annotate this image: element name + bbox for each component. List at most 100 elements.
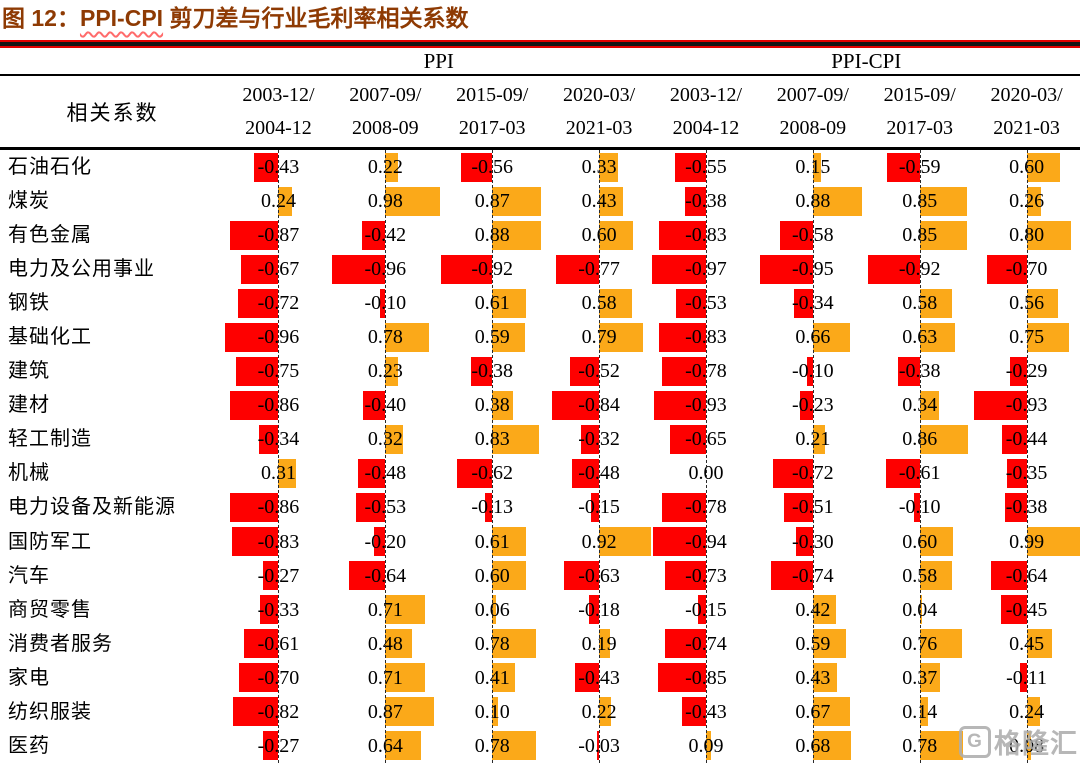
value-cell: -0.86 (225, 490, 332, 524)
negative-bar (238, 288, 279, 318)
positive-bar (812, 629, 846, 659)
negative-bar (914, 492, 920, 522)
table-row: 电力设备及新能源 -0.86 -0.53 -0.13 -0.15 -0.78 -0.51-… (0, 490, 1080, 524)
negative-bar (990, 561, 1027, 591)
negative-bar (868, 254, 920, 284)
negative-bar (569, 356, 600, 386)
positive-bar (599, 288, 632, 318)
value-cell: -0.48 (546, 456, 653, 490)
positive-bar (599, 322, 644, 352)
figure-title-prefix: 图 12： (2, 5, 80, 31)
period-header-line: 2021-03 (993, 117, 1060, 139)
cell-value: -0.10 (791, 360, 834, 383)
cell-value: -0.87 (257, 224, 300, 247)
positive-bar (492, 663, 516, 693)
value-cell: -0.72 (225, 286, 332, 320)
cell-value: 0.58 (902, 292, 938, 315)
cell-value: -0.56 (471, 156, 514, 178)
value-cell: -0.10 (759, 354, 866, 388)
cell-value: 0.92 (581, 530, 617, 553)
negative-bar (662, 356, 706, 386)
value-cell: -0.13 (439, 490, 546, 524)
value-cell: 0.59 (759, 627, 866, 661)
cell-value: 0.99 (1009, 530, 1045, 553)
cell-value: -0.78 (685, 496, 727, 519)
value-cell: 0.41 (439, 661, 546, 695)
negative-bar (780, 220, 813, 250)
cell-value: 0.42 (795, 598, 831, 621)
cell-value: -0.94 (685, 530, 727, 553)
value-cell: 0.64 (332, 729, 439, 763)
cell-value: 0.63 (902, 326, 938, 349)
cell-value: -0.27 (257, 564, 300, 587)
cell-value: -0.77 (578, 258, 620, 281)
row-label: 商贸零售 (8, 598, 92, 621)
negative-bar (1006, 458, 1027, 488)
positive-bar (919, 731, 964, 761)
row-label: 石油石化 (8, 156, 92, 178)
cell-value: 0.37 (902, 666, 938, 689)
positive-bar (1026, 322, 1069, 352)
cell-value: -0.84 (578, 394, 620, 417)
cell-value: -0.95 (791, 258, 834, 281)
cell-value: -0.59 (898, 156, 941, 178)
positive-bar (919, 390, 939, 420)
value-cell: 0.58 (546, 286, 653, 320)
cell-value: 0.04 (902, 598, 938, 621)
positive-bar (492, 390, 514, 420)
positive-bar (492, 527, 527, 557)
row-cells: -0.67 -0.96 -0.92 -0.77 -0.97 -0.95 -0.92 -0.70 (225, 252, 1080, 286)
row-label: 建筑 (8, 360, 50, 383)
positive-bar (919, 697, 928, 727)
value-cell: -0.45 (973, 593, 1080, 627)
group-header-spacer (0, 48, 225, 74)
value-cell: 0.60 (439, 559, 546, 593)
positive-bar (812, 697, 851, 727)
group-header-ppi-cpi: PPI-CPI (831, 49, 902, 73)
value-cell: 0.99 (973, 525, 1080, 559)
negative-bar (232, 697, 279, 727)
gelonghui-watermark: G 格隆汇 (959, 722, 1078, 761)
value-cell: -0.61 (225, 627, 332, 661)
value-cell: 0.61 (439, 286, 546, 320)
value-cell: -0.96 (331, 252, 439, 286)
cell-value: -0.61 (898, 462, 941, 485)
cell-value: -0.62 (471, 462, 514, 485)
value-cell: -0.38 (439, 354, 546, 388)
table-row: 家电 -0.70 0.71 0.41 -0.43 -0.85 0.43 0.37 -0.11 (0, 661, 1080, 695)
row-label: 钢铁 (8, 292, 50, 315)
cell-value: -0.38 (898, 360, 941, 383)
value-cell: -0.15 (653, 593, 760, 627)
value-cell: 0.60 (546, 218, 653, 252)
value-cell: 0.71 (332, 593, 439, 627)
period-header-line: 2007-09/ (349, 84, 422, 106)
value-cell: -0.92 (866, 252, 973, 286)
cell-value: -0.43 (257, 156, 300, 178)
cell-value: 0.66 (795, 326, 831, 349)
cell-value: -0.82 (257, 700, 300, 723)
value-cell: 0.63 (866, 320, 973, 354)
cell-value: 0.41 (474, 666, 510, 689)
value-cell: 0.78 (439, 729, 546, 763)
negative-bar (239, 663, 279, 693)
cell-value: -0.53 (364, 496, 407, 519)
cell-value: -0.61 (257, 632, 300, 655)
negative-bar (563, 561, 600, 591)
value-cell: 0.67 (759, 695, 866, 729)
positive-bar (1026, 731, 1032, 761)
negative-bar (675, 152, 706, 182)
row-label: 消费者服务 (8, 632, 113, 655)
negative-bar (236, 356, 279, 386)
cell-value: -0.67 (257, 258, 300, 281)
row-cells: -0.83 -0.20 0.61 0.92 -0.94 -0.30 0.60 0.99 (225, 525, 1080, 559)
cell-value: 0.78 (474, 632, 510, 655)
row-cells: -0.86 -0.53 -0.13 -0.15 -0.78 -0.51 -0.10 -0.38 (225, 490, 1080, 524)
positive-bar (385, 322, 429, 352)
cell-value: -0.27 (257, 734, 300, 757)
value-cell: 0.59 (439, 320, 546, 354)
cell-value: -0.48 (578, 462, 620, 485)
negative-bar (684, 186, 706, 216)
table-row: 轻工制造 -0.34 0.32 0.83 -0.32 -0.65 0.21 0.86 -0.4… (0, 422, 1080, 456)
negative-bar (374, 527, 386, 557)
value-cell: 0.76 (866, 627, 973, 661)
